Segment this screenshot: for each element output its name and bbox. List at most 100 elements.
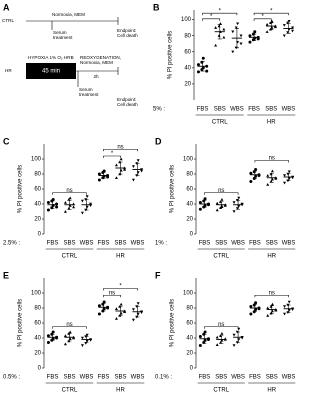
treatment: Serum xyxy=(79,87,93,92)
error-bar xyxy=(286,172,291,182)
data-point xyxy=(269,172,273,176)
data-point xyxy=(198,201,202,204)
data-point xyxy=(282,24,286,27)
endpoint: Endpoint: xyxy=(117,97,136,102)
data-point xyxy=(119,311,123,315)
error-bar xyxy=(50,333,55,341)
significance-label: ns xyxy=(66,188,72,194)
y-tick-label: 60 xyxy=(184,49,191,55)
significance-label: * xyxy=(270,8,273,14)
data-point xyxy=(72,336,76,340)
data-point xyxy=(214,43,218,47)
error-bar xyxy=(135,163,140,176)
significance-bracket xyxy=(103,294,121,298)
error-bar xyxy=(84,199,89,211)
reoxygenation-duration: 2h xyxy=(93,74,99,79)
error-bar xyxy=(236,331,241,343)
group-label: CTRL xyxy=(213,254,229,260)
panel-label: C xyxy=(3,136,10,146)
data-point xyxy=(203,197,207,201)
x-tick-label: WBS xyxy=(282,375,296,381)
data-point xyxy=(89,202,93,206)
reoxygenation: Normoxia, MEM xyxy=(80,60,113,65)
significance-label: * xyxy=(219,8,222,14)
data-point xyxy=(63,201,67,204)
data-point xyxy=(232,344,236,347)
group-label: CTRL xyxy=(213,388,229,394)
y-axis-label: % PI positive cells xyxy=(18,165,24,213)
data-point xyxy=(239,34,243,38)
significance-bracket xyxy=(103,148,138,152)
x-tick-label: FBS xyxy=(199,375,211,381)
data-point xyxy=(249,180,253,183)
y-tick-label: 100 xyxy=(183,157,194,163)
data-point xyxy=(119,302,123,306)
significance-bracket xyxy=(254,294,289,298)
error-bar xyxy=(269,172,274,183)
data-point xyxy=(136,159,140,162)
error-bar xyxy=(269,305,274,314)
data-point xyxy=(68,196,72,200)
error-bar xyxy=(84,336,89,343)
data-point xyxy=(51,330,55,334)
group-label: CTRL xyxy=(62,388,78,394)
data-point xyxy=(215,343,219,346)
group-label: HR xyxy=(267,254,276,260)
figure: A CTRL Normoxia, MEM Serum treatment End… xyxy=(2,2,296,394)
data-point xyxy=(291,26,295,30)
significance-bracket xyxy=(253,18,272,21)
error-bar xyxy=(219,335,224,344)
data-point xyxy=(231,30,235,34)
panel-label: A xyxy=(3,2,10,12)
error-bar xyxy=(135,306,140,318)
error-bar xyxy=(286,23,291,34)
x-tick-label: SBS xyxy=(214,107,226,113)
x-tick-label: WBS xyxy=(282,241,296,247)
data-point xyxy=(220,332,224,335)
group-label: CTRL xyxy=(212,120,228,126)
y-tick-label: 100 xyxy=(31,157,42,163)
y-tick-label: 60 xyxy=(186,187,193,193)
error-bar xyxy=(252,33,257,41)
y-tick-label: 80 xyxy=(34,306,41,312)
x-tick-label: SBS xyxy=(265,107,277,113)
data-point xyxy=(85,333,89,337)
data-point xyxy=(283,174,287,177)
data-point xyxy=(266,306,270,310)
data-point xyxy=(136,312,140,316)
data-point xyxy=(236,40,240,44)
data-point xyxy=(131,165,135,168)
data-point xyxy=(231,50,235,54)
x-tick-label: WBS xyxy=(282,107,296,113)
significance-label: * xyxy=(261,14,264,20)
error-bar xyxy=(118,306,123,316)
data-point xyxy=(215,208,219,212)
x-tick-label: WBS xyxy=(80,241,94,247)
data-point xyxy=(222,35,226,39)
data-point xyxy=(215,335,219,339)
group-label: HR xyxy=(5,68,12,73)
x-tick-label: FBS xyxy=(98,375,110,381)
x-tick-label: FBS xyxy=(249,241,261,247)
data-point xyxy=(51,337,55,341)
significance-bracket xyxy=(52,192,87,195)
data-point xyxy=(131,318,135,322)
data-point xyxy=(80,211,84,215)
data-point xyxy=(220,198,224,201)
x-tick-label: WBS xyxy=(131,375,145,381)
significance-label: * xyxy=(111,151,114,157)
data-point xyxy=(232,201,236,204)
data-point xyxy=(266,183,270,186)
data-point xyxy=(265,30,269,33)
error-bar xyxy=(234,28,239,49)
error-bar xyxy=(67,333,72,342)
data-point xyxy=(254,308,258,311)
treatment: treatment xyxy=(53,35,73,40)
data-point xyxy=(102,307,106,311)
group-label: HR xyxy=(267,388,276,394)
prefix: 0.1% : xyxy=(155,375,172,381)
x-tick-label: WBS xyxy=(231,241,245,247)
data-point xyxy=(46,334,50,338)
y-tick-label: 60 xyxy=(34,321,41,327)
x-tick-label: WBS xyxy=(131,241,145,247)
